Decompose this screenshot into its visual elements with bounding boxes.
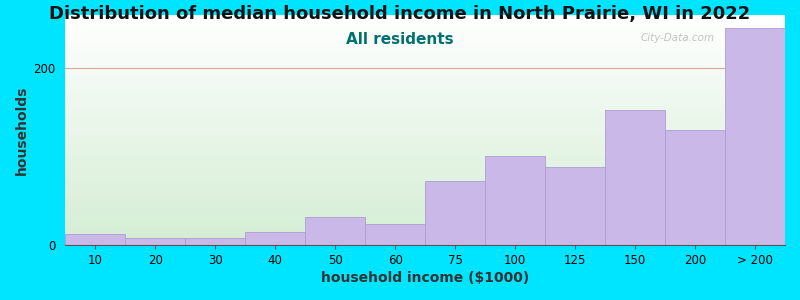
- Bar: [665, 130, 725, 245]
- Bar: [545, 167, 605, 245]
- Text: City-Data.com: City-Data.com: [641, 33, 715, 43]
- Text: All residents: All residents: [346, 32, 454, 46]
- Bar: [485, 156, 545, 245]
- Bar: [305, 217, 365, 245]
- Bar: [725, 28, 785, 245]
- Bar: [125, 238, 185, 245]
- Bar: [605, 110, 665, 245]
- Bar: [425, 181, 485, 245]
- Text: Distribution of median household income in North Prairie, WI in 2022: Distribution of median household income …: [50, 4, 750, 22]
- X-axis label: household income ($1000): household income ($1000): [321, 271, 529, 285]
- Bar: [185, 238, 245, 245]
- Bar: [245, 232, 305, 245]
- Bar: [65, 234, 125, 245]
- Bar: [365, 224, 425, 245]
- Y-axis label: households: households: [15, 85, 29, 175]
